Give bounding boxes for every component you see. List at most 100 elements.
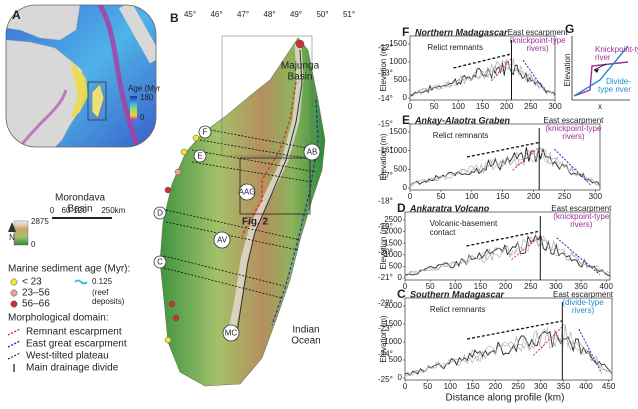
graticule bbox=[221, 35, 313, 157]
x-tick-label: 100 bbox=[465, 192, 479, 201]
fig2-box bbox=[239, 157, 311, 215]
legend-item: West-tilted plateau bbox=[26, 351, 109, 362]
east-escarpment bbox=[578, 328, 603, 374]
x-tick-label: 200 bbox=[499, 282, 513, 291]
x-tick-label: 300 bbox=[548, 102, 562, 111]
x-tick-label: 0 bbox=[403, 282, 408, 291]
legend-title: Marine sediment age (Myr): bbox=[8, 264, 130, 275]
profile-trace bbox=[404, 235, 611, 277]
latitude-label: -12° bbox=[378, 43, 393, 52]
y-tick-label: 500 bbox=[394, 164, 408, 173]
marker-label: F bbox=[203, 128, 208, 137]
x-tick-label: 50 bbox=[423, 382, 432, 391]
latitude-label: -23° bbox=[378, 324, 393, 333]
y-tick-label: 0 bbox=[398, 273, 403, 282]
annotation: (knickpoint-type bbox=[553, 212, 610, 221]
marker-circle bbox=[153, 255, 167, 269]
y-tick-label: 500 bbox=[389, 262, 403, 271]
x-tick-label: 350 bbox=[574, 282, 588, 291]
marker-label: MC bbox=[225, 329, 238, 338]
region-label: Indian bbox=[292, 325, 319, 336]
x-tick-label: 50 bbox=[426, 282, 435, 291]
scale-label: 120 bbox=[73, 206, 87, 215]
panel-label: F bbox=[402, 25, 409, 39]
annotation: rivers) bbox=[570, 220, 593, 229]
marker-label: E bbox=[197, 152, 202, 161]
latitude-label: -16° bbox=[378, 145, 393, 154]
highlands bbox=[226, 43, 304, 341]
legend-item: Main drainage divide bbox=[26, 363, 119, 374]
annotation: Knickpoint-type bbox=[595, 45, 638, 54]
marker-label: AB bbox=[307, 148, 318, 157]
x-tick-label: 100 bbox=[452, 102, 466, 111]
panel-label: G bbox=[565, 22, 574, 36]
profile-title: Ankaratra Volcano bbox=[409, 203, 490, 213]
x-tick-label: 300 bbox=[589, 192, 603, 201]
annotation: (knickpoint-type bbox=[510, 36, 567, 45]
x-tick-label: 0 bbox=[403, 382, 408, 391]
longitude-label: 51° bbox=[343, 10, 355, 19]
longitude-label: 50° bbox=[316, 10, 328, 19]
profile-trace bbox=[404, 234, 611, 277]
profile-title: Ankay-Alaotra Graben bbox=[414, 115, 511, 125]
north-label: N bbox=[9, 233, 15, 242]
latitude-label: -19° bbox=[378, 222, 393, 231]
profile-title: Southern Madagascar bbox=[410, 289, 505, 299]
marker-circle bbox=[303, 143, 321, 161]
x-tick-label: 400 bbox=[579, 382, 593, 391]
annotation: rivers) bbox=[572, 306, 595, 315]
profile-trace bbox=[409, 147, 601, 187]
x-tick-label: 300 bbox=[534, 382, 548, 391]
latitude-label: -25° bbox=[378, 375, 393, 384]
annotation: East escarpment bbox=[508, 28, 569, 37]
panel-label: B bbox=[170, 11, 179, 25]
y-tick-label: 0 bbox=[398, 373, 403, 382]
scale-label: 250 bbox=[101, 206, 115, 215]
profile-trace bbox=[404, 232, 611, 277]
y-tick-label: 1000 bbox=[384, 337, 402, 346]
y-axis-label: Elevation (m) bbox=[379, 222, 388, 269]
x-tick-label: 100 bbox=[449, 282, 463, 291]
x-tick-label: 200 bbox=[489, 382, 503, 391]
legend-symbol bbox=[7, 328, 21, 336]
marker-label: AV bbox=[217, 236, 228, 245]
y-tick-label: 500 bbox=[389, 355, 403, 364]
legend-item: (reef bbox=[92, 288, 109, 297]
axis-label: x bbox=[598, 102, 602, 111]
age-colorbar bbox=[130, 96, 137, 120]
legend-title: Age (Myr) bbox=[128, 84, 163, 93]
latitude-label: -17° bbox=[378, 171, 393, 180]
latitude-label: -22° bbox=[378, 298, 393, 307]
east-escarpment bbox=[556, 237, 601, 275]
plot-frame bbox=[404, 211, 611, 281]
annotation: type river bbox=[598, 85, 631, 94]
annotation: Volcanic-basement bbox=[430, 219, 498, 228]
y-tick-label: 1500 bbox=[384, 238, 402, 247]
annotation: Relict remnants bbox=[433, 131, 489, 140]
relict-surface bbox=[466, 230, 541, 247]
inset-frame bbox=[5, 4, 157, 148]
remnant-escarpment bbox=[490, 58, 512, 82]
y-axis-label: Elevation (m) bbox=[379, 315, 388, 362]
axis-label: Elevation bbox=[563, 54, 572, 87]
y-tick-label: 1000 bbox=[389, 146, 407, 155]
madagascar bbox=[159, 37, 326, 387]
panel-label: C bbox=[397, 287, 406, 301]
legend-item: 56–66 bbox=[22, 299, 50, 310]
legend-item: East great escarpment bbox=[26, 339, 127, 350]
x-tick-label: 200 bbox=[527, 192, 541, 201]
colorbar-label: 2875 bbox=[31, 217, 49, 226]
panel-label: D bbox=[397, 201, 406, 215]
annotation: East escarpment bbox=[543, 116, 604, 125]
plot-frame bbox=[404, 297, 613, 381]
x-tick-label: 250 bbox=[524, 102, 538, 111]
profile-trace bbox=[409, 147, 601, 186]
marker-label: C bbox=[157, 258, 163, 267]
north-arrow bbox=[8, 222, 16, 232]
x-tick-label: 250 bbox=[558, 192, 572, 201]
profile-trace bbox=[404, 324, 613, 377]
x-tick-label: 450 bbox=[602, 382, 616, 391]
legend-symbol bbox=[7, 352, 21, 360]
profile-swaths bbox=[163, 127, 319, 299]
